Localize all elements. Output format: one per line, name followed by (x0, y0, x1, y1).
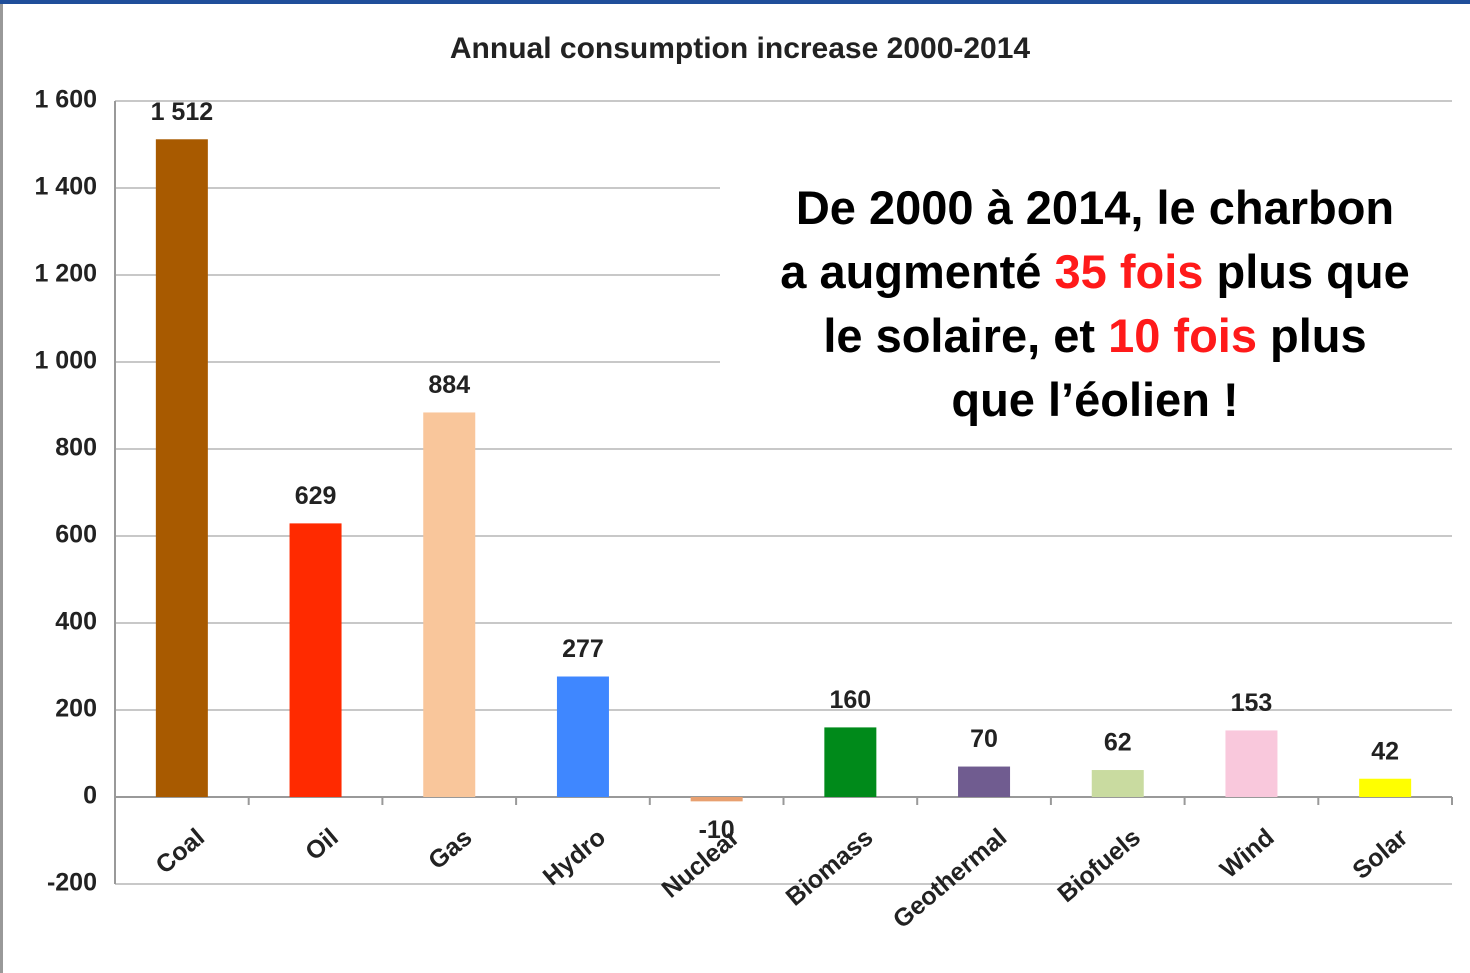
annotation-text: que l’éolien ! (951, 373, 1239, 426)
data-label: 160 (829, 686, 871, 714)
left-border (0, 4, 3, 973)
annotation-text: plus (1256, 309, 1367, 362)
y-tick-label: 400 (55, 608, 97, 636)
bar (958, 766, 1011, 797)
annotation-text: De 2000 à 2014, le charbon (795, 181, 1395, 234)
top-border (0, 0, 1470, 4)
y-tick-label: -200 (47, 869, 97, 897)
x-tick-label: Oil (300, 823, 344, 866)
bar (556, 676, 609, 797)
x-tick-label: Wind (1215, 823, 1280, 884)
annotation-line: De 2000 à 2014, le charbon (720, 176, 1470, 240)
y-tick-label: 0 (83, 782, 97, 810)
data-label: 1 512 (151, 98, 214, 126)
annotation-text: a augmenté (780, 245, 1055, 298)
x-tick-label: Biofuels (1052, 823, 1146, 908)
bar (155, 139, 208, 797)
annotation-line: que l’éolien ! (720, 368, 1470, 432)
data-label: 629 (295, 482, 337, 510)
bar (423, 412, 476, 797)
bar (1091, 770, 1144, 797)
data-label: -10 (699, 816, 735, 844)
y-tick-label: 600 (55, 521, 97, 549)
y-tick-label: 1 400 (34, 173, 97, 201)
y-tick-label: 1 600 (34, 86, 97, 114)
x-tick-label: Biomass (781, 823, 879, 911)
bar (289, 523, 342, 797)
y-tick-label: 200 (55, 695, 97, 723)
data-label: 42 (1371, 737, 1399, 765)
data-label: 884 (428, 371, 470, 399)
bar (1225, 730, 1278, 797)
data-label: 277 (562, 635, 604, 663)
x-tick-label: Geothermal (888, 823, 1012, 934)
annotation-text: 10 fois (1108, 309, 1257, 362)
y-tick-label: 800 (55, 434, 97, 462)
annotation-line: le solaire, et 10 fois plus (720, 304, 1470, 368)
y-tick-label: 1 000 (34, 347, 97, 375)
bar (690, 797, 743, 802)
data-label: 62 (1104, 729, 1132, 757)
annotation-text: le solaire, et (823, 309, 1109, 362)
x-tick-label: Solar (1347, 823, 1413, 885)
data-label: 70 (970, 725, 998, 753)
chart-title: Annual consumption increase 2000-2014 (450, 32, 1031, 65)
annotation-text: plus que (1203, 245, 1410, 298)
bar (824, 727, 877, 797)
annotation-text: 35 fois (1054, 245, 1204, 298)
bar (1359, 778, 1412, 797)
annotation: De 2000 à 2014, le charbon a augmenté 35 … (720, 176, 1470, 426)
x-tick-label: Hydro (538, 823, 611, 891)
y-tick-label: 1 200 (34, 260, 97, 288)
annotation-line: a augmenté 35 fois plus que (720, 240, 1470, 304)
x-tick-label: Coal (150, 823, 210, 879)
x-tick-label: Gas (423, 823, 477, 875)
data-label: 153 (1231, 689, 1273, 717)
